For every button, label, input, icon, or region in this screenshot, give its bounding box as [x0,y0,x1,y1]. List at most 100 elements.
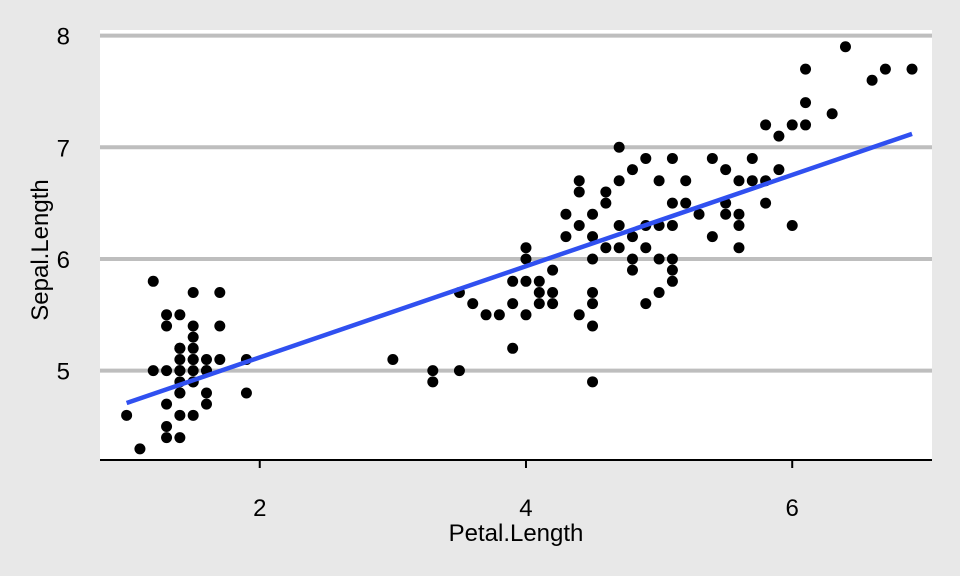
data-point [666,197,678,209]
data-point [733,208,745,220]
data-point [200,398,212,410]
data-point [613,219,625,231]
data-point [680,175,692,187]
x-axis-title: Petal.Length [449,520,584,547]
data-point [187,286,199,298]
data-point [200,353,212,365]
data-point [666,219,678,231]
data-point [174,409,186,421]
data-point [214,353,226,365]
data-point [786,119,798,131]
data-point [560,231,572,243]
data-point [174,353,186,365]
data-point [147,365,159,377]
data-point [533,298,545,310]
data-point [879,63,891,75]
data-point [786,219,798,231]
data-point [640,298,652,310]
x-tick-label: 2 [253,495,266,522]
data-point [427,365,439,377]
data-point [800,119,812,131]
data-point [613,175,625,187]
data-point [746,152,758,164]
x-tick-label: 4 [519,495,532,522]
x-tick-label: 6 [786,495,799,522]
data-point [533,275,545,287]
data-point [680,197,692,209]
data-point [520,253,532,265]
data-point [773,130,785,142]
data-point [800,97,812,109]
data-point [507,298,519,310]
x-axis-ticks: 2 4 6 [253,460,799,522]
data-point [640,242,652,254]
data-point [706,152,718,164]
data-point [161,320,173,332]
data-point [547,264,559,276]
data-point [161,420,173,432]
gridlines [100,33,932,373]
data-point [147,275,159,287]
data-point [800,63,812,75]
data-point [587,208,599,220]
data-point [600,197,612,209]
data-point [187,409,199,421]
data-point [533,286,545,298]
data-points [121,41,918,455]
data-point [773,164,785,176]
data-point [720,208,732,220]
data-point [706,231,718,243]
data-point [746,175,758,187]
data-point [733,175,745,187]
plot-panel [100,30,932,460]
data-point [427,376,439,388]
data-point [626,253,638,265]
data-point [240,387,252,399]
y-axis-title: Sepal.Length [27,179,54,320]
data-point [666,253,678,265]
data-point [826,108,838,120]
y-tick-label: 7 [57,135,70,162]
data-point [187,365,199,377]
data-point [626,264,638,276]
y-tick-label: 6 [57,247,70,274]
data-point [520,242,532,254]
data-point [573,175,585,187]
data-point [587,253,599,265]
data-point [733,219,745,231]
data-point [666,152,678,164]
data-point [161,309,173,321]
data-point [587,298,599,310]
data-point [214,320,226,332]
data-point [121,409,133,421]
data-point [560,208,572,220]
data-point [720,164,732,176]
data-point [653,175,665,187]
data-point [187,331,199,343]
data-point [453,365,465,377]
data-point [733,242,745,254]
data-point [174,309,186,321]
data-point [760,197,772,209]
data-point [174,432,186,444]
data-point [134,443,146,455]
data-point [613,242,625,254]
data-point [600,186,612,198]
data-point [507,342,519,354]
data-point [600,242,612,254]
data-point [613,141,625,153]
data-point [666,275,678,287]
data-point [161,432,173,444]
y-axis-ticks: 5 6 7 8 [57,24,70,386]
data-point [187,342,199,354]
data-point [760,119,772,131]
data-point [587,286,599,298]
data-point [587,231,599,243]
data-point [467,298,479,310]
data-point [480,309,492,321]
data-point [653,253,665,265]
y-tick-label: 5 [57,359,70,386]
data-point [520,275,532,287]
data-point [161,365,173,377]
